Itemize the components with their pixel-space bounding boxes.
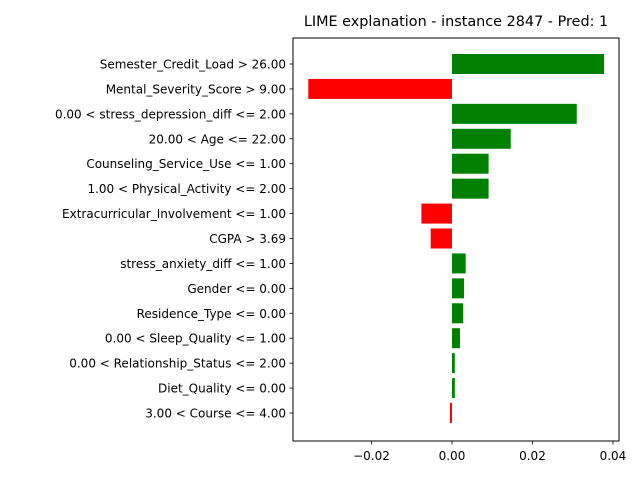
y-tick-label-5: 1.00 < Physical_Activity <= 2.00: [87, 182, 286, 196]
x-tick-label-1: 0.00: [439, 449, 466, 463]
bar-12: [451, 353, 455, 374]
y-tick-label-1: Mental_Severity_Score > 9.00: [106, 82, 286, 96]
bar-8: [451, 253, 466, 274]
x-tick-label-0: −0.02: [353, 449, 390, 463]
y-tick-label-13: Diet_Quality <= 0.00: [158, 382, 286, 396]
y-tick-label-4: Counseling_Service_Use <= 1.00: [86, 157, 286, 171]
y-tick-label-14: 3.00 < Course <= 4.00: [145, 407, 286, 421]
chart-title: LIME explanation - instance 2847 - Pred:…: [304, 14, 608, 30]
bar-10: [451, 303, 464, 324]
y-tick-label-2: 0.00 < stress_depression_diff <= 2.00: [55, 107, 286, 121]
bar-3: [451, 128, 511, 149]
y-tick-label-3: 20.00 < Age <= 22.00: [149, 132, 286, 146]
y-tick-label-6: Extracurricular_Involvement <= 1.00: [62, 207, 286, 221]
bar-6: [421, 203, 452, 224]
bar-14: [449, 403, 452, 423]
bar-11: [451, 328, 461, 349]
x-tick-label-2: 0.02: [519, 449, 546, 463]
y-labels-group: Semester_Credit_Load > 26.00 Mental_Sever…: [55, 58, 293, 421]
bar-9: [451, 278, 465, 299]
y-tick-label-0: Semester_Credit_Load > 26.00: [100, 58, 286, 72]
x-tick-label-3: 0.04: [600, 449, 627, 463]
bar-2: [451, 103, 577, 124]
y-tick-label-12: 0.00 < Relationship_Status <= 2.00: [69, 357, 286, 371]
bar-4: [451, 153, 489, 174]
y-tick-label-7: CGPA > 3.69: [209, 232, 286, 246]
bars-group: [308, 54, 605, 423]
plot-frame: [292, 37, 620, 442]
bar-1: [308, 78, 452, 99]
bar-13: [451, 378, 455, 399]
y-tick-label-10: Residence_Type <= 0.00: [137, 307, 286, 321]
bar-7: [430, 228, 452, 249]
y-tick-label-11: 0.00 < Sleep_Quality <= 1.00: [105, 332, 286, 346]
y-tick-label-8: stress_anxiety_diff <= 1.00: [120, 257, 286, 271]
y-tick-label-9: Gender <= 0.00: [187, 282, 286, 296]
bar-0: [451, 54, 605, 74]
x-axis: −0.02 0.00 0.02 0.04: [353, 441, 626, 463]
bar-5: [451, 178, 489, 199]
